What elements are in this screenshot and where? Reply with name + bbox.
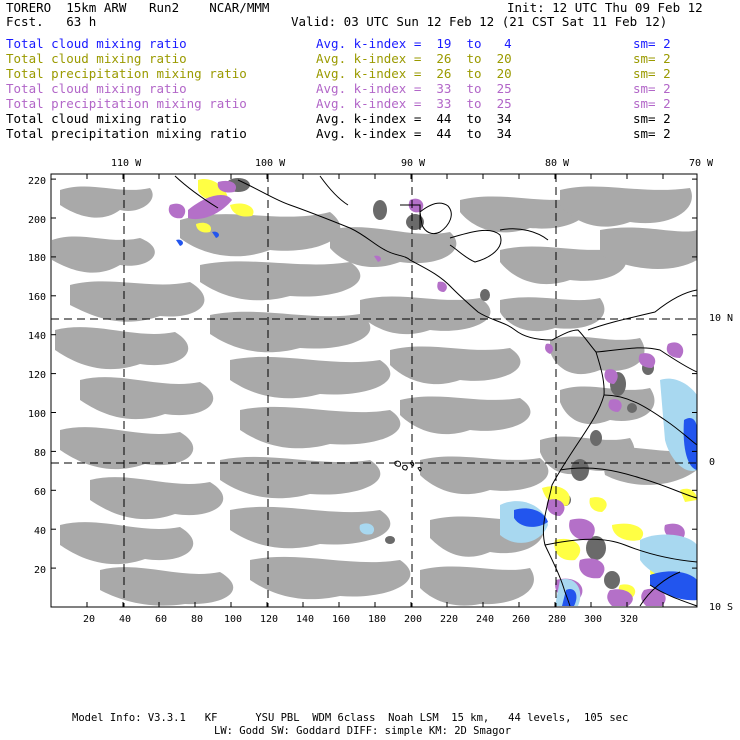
x-tick-label: 260: [512, 614, 531, 625]
cloud-field: [52, 186, 697, 606]
lat-label-10n: 10 N: [709, 313, 734, 324]
legend-row-name: Total cloud mixing ratio: [6, 111, 187, 126]
map-frame: [50, 173, 698, 608]
axis-ticks: [50, 174, 697, 608]
legend-row-kindex: Avg. k-index = 26 to 20: [316, 66, 512, 81]
legend-row-name: Total cloud mixing ratio: [6, 36, 187, 51]
x-tick-label: 120: [260, 614, 279, 625]
y-tick-label: 100: [28, 409, 47, 420]
forecast-hour: Fcst. 63 h: [6, 14, 97, 29]
valid-time: Valid: 03 UTC Sun 12 Feb 12 (21 CST Sat …: [291, 14, 668, 29]
physics-info: LW: Godd SW: Goddard DIFF: simple KM: 2D…: [214, 725, 512, 737]
legend-row-name: Total cloud mixing ratio: [6, 81, 187, 96]
y-tick-label: 220: [28, 176, 47, 187]
blue-kindex-patches: [176, 231, 697, 606]
x-tick-label: 100: [224, 614, 243, 625]
lon-label-110w: 110 W: [111, 158, 142, 169]
x-tick-label: 200: [404, 614, 423, 625]
model-info: Model Info: V3.3.1 KF YSU PBL WDM 6class…: [72, 712, 629, 724]
legend-row-name: Total precipitation mixing ratio: [6, 96, 247, 111]
y-tick-label: 20: [34, 565, 47, 576]
model-title: TORERO 15km ARW Run2 NCAR/MMM: [6, 0, 270, 15]
y-tick-label: 120: [28, 370, 47, 381]
x-tick-label: 320: [620, 614, 639, 625]
legend-row-sm: sm= 2: [633, 111, 671, 126]
legend-row-sm: sm= 2: [633, 66, 671, 81]
legend-row-name: Total cloud mixing ratio: [6, 51, 187, 66]
x-tick-label: 20: [83, 614, 96, 625]
x-tick-label: 220: [440, 614, 459, 625]
x-tick-label: 300: [584, 614, 603, 625]
y-tick-label: 80: [34, 448, 47, 459]
x-tick-label: 240: [476, 614, 495, 625]
x-tick-label: 280: [548, 614, 567, 625]
lat-label-0: 0: [709, 457, 716, 468]
legend-row-sm: sm= 2: [633, 81, 671, 96]
legend-row-kindex: Avg. k-index = 33 to 25: [316, 81, 512, 96]
lon-label-100w: 100 W: [255, 158, 286, 169]
legend-row-sm: sm= 2: [633, 36, 671, 51]
legend-row-sm: sm= 2: [633, 96, 671, 111]
latlon-grid: [51, 174, 697, 607]
legend-row-kindex: Avg. k-index = 26 to 20: [316, 51, 512, 66]
y-tick-label: 160: [28, 292, 47, 303]
legend-row-name: Total precipitation mixing ratio: [6, 126, 247, 141]
legend-row-name: Total precipitation mixing ratio: [6, 66, 247, 81]
legend-row-kindex: Avg. k-index = 33 to 25: [316, 96, 512, 111]
lon-label-80w: 80 W: [545, 158, 570, 169]
lon-label-90w: 90 W: [401, 158, 426, 169]
x-tick-label: 60: [155, 614, 168, 625]
x-tick-label: 140: [296, 614, 315, 625]
x-tick-label: 80: [191, 614, 204, 625]
lat-label-10s: 10 S: [709, 602, 734, 613]
y-tick-label: 180: [28, 253, 47, 264]
lon-label-70w: 70 W: [689, 158, 714, 169]
y-tick-label: 200: [28, 215, 47, 226]
legend-row-sm: sm= 2: [633, 51, 671, 66]
x-tick-label: 160: [332, 614, 351, 625]
x-tick-label: 180: [368, 614, 387, 625]
y-tick-label: 140: [28, 331, 47, 342]
y-tick-label: 40: [34, 526, 47, 537]
x-tick-label: 40: [119, 614, 132, 625]
legend-row-sm: sm= 2: [633, 126, 671, 141]
map-plot-area: [52, 175, 697, 607]
legend-row-kindex: Avg. k-index = 19 to 4: [316, 36, 512, 51]
legend-row-kindex: Avg. k-index = 44 to 34: [316, 111, 512, 126]
init-time: Init: 12 UTC Thu 09 Feb 12: [507, 0, 703, 15]
legend-row-kindex: Avg. k-index = 44 to 34: [316, 126, 512, 141]
y-tick-label: 60: [34, 487, 47, 498]
islands: [394, 460, 422, 472]
coastlines: [174, 175, 697, 607]
